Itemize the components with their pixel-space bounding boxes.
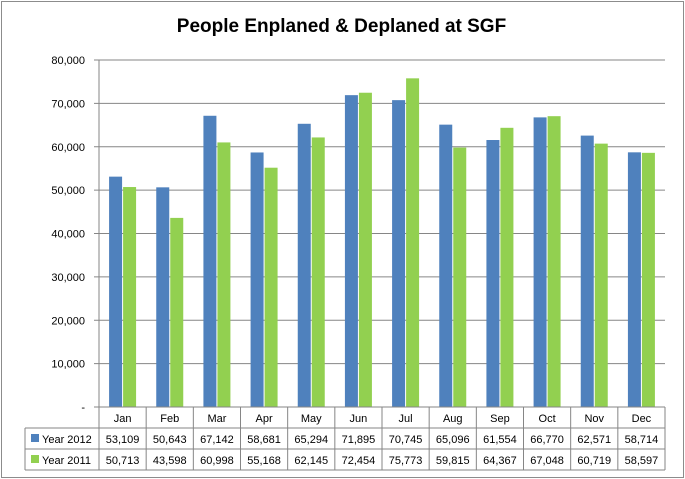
data-label: 67,142	[200, 434, 234, 446]
data-label: 50,643	[153, 434, 187, 446]
bar-year-2012-jun	[344, 95, 358, 407]
data-label: 75,773	[389, 455, 423, 467]
x-tick-label: Jan	[114, 413, 132, 425]
data-label: 64,367	[483, 455, 517, 467]
bar-year-2012-may	[297, 123, 311, 407]
bars	[109, 78, 655, 408]
y-tick-label: 80,000	[51, 55, 85, 67]
y-tick-label: 70,000	[51, 98, 85, 110]
bar-year-2011-aug	[453, 147, 467, 408]
data-label: 60,719	[577, 455, 611, 467]
legend-label: Year 2011	[42, 455, 91, 467]
bar-year-2011-apr	[264, 167, 278, 407]
data-label: 59,815	[436, 455, 470, 467]
x-tick-label: Nov	[584, 413, 604, 425]
bar-year-2011-jul	[406, 78, 420, 408]
y-tick-label: -	[81, 402, 85, 414]
x-tick-label: May	[301, 413, 322, 425]
bar-year-2011-oct	[547, 116, 561, 408]
data-label: 66,770	[530, 434, 564, 446]
data-label: 43,598	[153, 455, 187, 467]
bar-year-2011-jan	[123, 187, 137, 407]
gridlines	[99, 59, 665, 365]
legend-label: Year 2012	[42, 434, 92, 446]
bar-year-2011-sep	[500, 127, 514, 407]
bar-year-2012-sep	[486, 140, 500, 407]
y-tick-label: 40,000	[51, 229, 85, 241]
data-label: 58,714	[625, 434, 659, 446]
data-label: 61,554	[483, 434, 517, 446]
y-tick-label: 60,000	[51, 142, 85, 154]
bar-year-2012-mar	[203, 115, 217, 407]
bar-year-2012-nov	[580, 135, 594, 408]
x-tick-label: Sep	[490, 413, 510, 425]
x-tick-label: Jun	[350, 413, 368, 425]
x-tick-label: Mar	[207, 413, 226, 425]
bar-year-2011-may	[311, 137, 325, 408]
x-tick-label: Apr	[256, 413, 273, 425]
data-label: 58,681	[247, 434, 281, 446]
x-tick-label: Feb	[160, 413, 179, 425]
bar-year-2011-mar	[217, 142, 231, 407]
x-tick-label: Aug	[443, 413, 463, 425]
x-tick-label: Jul	[399, 413, 413, 425]
data-label: 58,597	[625, 455, 659, 467]
bar-year-2012-aug	[439, 124, 453, 407]
data-label: 60,998	[200, 455, 234, 467]
data-label: 65,294	[294, 434, 328, 446]
y-tick-label: 50,000	[51, 185, 85, 197]
bar-year-2012-feb	[156, 187, 170, 407]
bar-year-2011-dec	[641, 152, 655, 407]
data-label: 65,096	[436, 434, 470, 446]
data-label: 71,895	[342, 434, 376, 446]
axes: - 10,000 20,000 30,000 40,000 50,000 60,000 70,…	[51, 55, 100, 414]
legend-swatch	[31, 455, 39, 463]
bar-year-2012-dec	[627, 152, 641, 407]
bar-year-2012-jul	[392, 100, 406, 408]
y-tick-label: 10,000	[51, 359, 85, 371]
x-tick-label: Oct	[539, 413, 556, 425]
data-label: 67,048	[530, 455, 564, 467]
bar-year-2011-nov	[594, 143, 608, 407]
legend-swatch	[31, 434, 39, 442]
y-tick-label: 30,000	[51, 272, 85, 284]
data-label: 50,713	[106, 455, 140, 467]
data-label: 62,571	[577, 434, 611, 446]
x-tick-label: Dec	[632, 413, 652, 425]
bar-year-2012-oct	[533, 117, 547, 407]
chart-title: People Enplaned & Deplaned at SGF	[176, 16, 507, 37]
bar-year-2012-jan	[109, 176, 123, 407]
data-label: 62,145	[294, 455, 328, 467]
bar-year-2011-feb	[170, 217, 184, 407]
data-label: 72,454	[342, 455, 376, 467]
data-label: 53,109	[106, 434, 140, 446]
data-label: 70,745	[389, 434, 423, 446]
y-tick-label: 20,000	[51, 315, 85, 327]
data-table: Jan Feb Mar Apr May Jun Jul Aug Sep Oct Nov Dec Year…	[24, 406, 666, 471]
bar-year-2011-jun	[358, 92, 372, 407]
data-label: 55,168	[247, 455, 281, 467]
bar-year-2012-apr	[250, 152, 264, 407]
